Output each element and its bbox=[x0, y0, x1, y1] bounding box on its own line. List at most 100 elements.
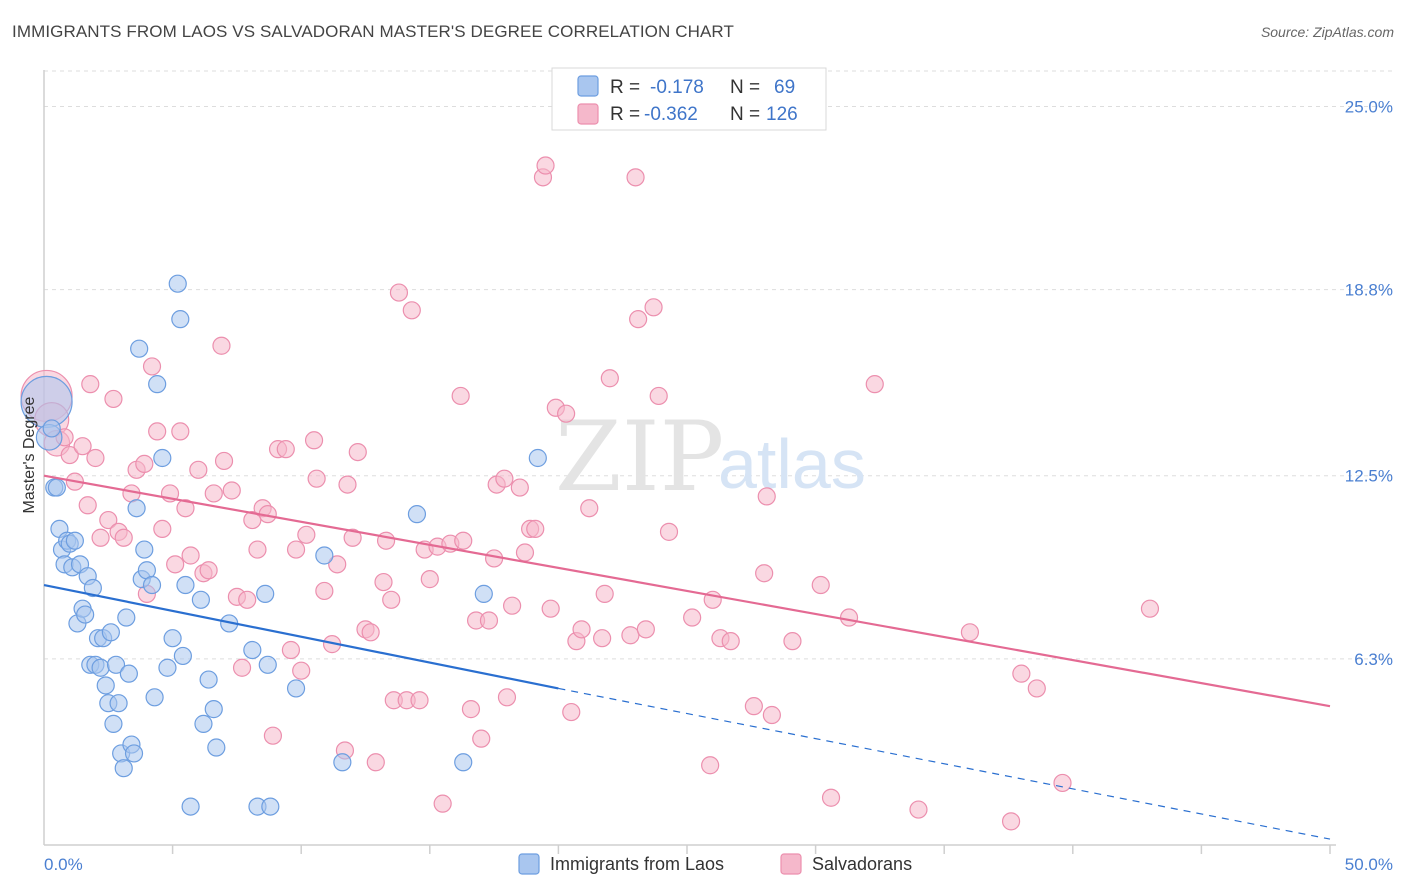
salvadoran-point bbox=[562, 702, 581, 722]
laos-point bbox=[91, 658, 110, 677]
salvadoran-point bbox=[204, 484, 223, 503]
salvadoran-point bbox=[580, 499, 599, 518]
salvadoran-point bbox=[142, 357, 162, 376]
laos-point bbox=[207, 738, 226, 757]
salvadoran-point bbox=[148, 422, 167, 441]
laos-point bbox=[204, 700, 223, 719]
salvadoran-point bbox=[1027, 679, 1046, 698]
x-ticks bbox=[171, 845, 1331, 854]
salvadoran-point bbox=[420, 570, 439, 589]
laos-point bbox=[173, 646, 192, 666]
salvadoran-point bbox=[557, 404, 576, 423]
watermark: ZIP atlas bbox=[555, 401, 866, 513]
laos-point bbox=[106, 655, 126, 674]
laos-point bbox=[109, 694, 128, 713]
salvadoran-point bbox=[281, 640, 301, 660]
watermark-zip: ZIP bbox=[555, 401, 724, 513]
salvadoran-point bbox=[176, 499, 195, 518]
salvadoran-point bbox=[865, 375, 884, 394]
bottom-legend: Immigrants from Laos Salvadorans bbox=[518, 853, 912, 875]
bottom-legend-swatch-laos bbox=[518, 853, 540, 875]
laos-point bbox=[124, 744, 144, 763]
laos-point bbox=[454, 753, 473, 772]
legend-swatch-laos bbox=[577, 75, 599, 97]
laos-point bbox=[142, 575, 162, 595]
laos-point bbox=[158, 658, 177, 677]
salvadoran-point bbox=[238, 590, 257, 609]
salvadoran-point bbox=[212, 336, 231, 355]
salvadoran-point bbox=[839, 608, 859, 627]
salvadoran-point bbox=[78, 496, 97, 515]
legend-n-label-2: N = bbox=[730, 104, 760, 125]
x-tick-label-min: 0.0% bbox=[44, 855, 83, 874]
salvadoran-point bbox=[166, 555, 185, 574]
laos-trend-line-extension bbox=[558, 687, 1331, 840]
salvadoran-point bbox=[503, 596, 522, 615]
laos-point bbox=[315, 546, 334, 565]
salvadoran-point bbox=[382, 590, 401, 609]
salvadoran-point bbox=[214, 451, 234, 471]
salvadoran-point bbox=[292, 661, 311, 680]
salvadoran-point bbox=[593, 629, 612, 648]
salvadoran-point bbox=[171, 422, 190, 441]
legend-r-label-1: R = bbox=[610, 77, 640, 98]
laos-point bbox=[135, 540, 154, 559]
laos-points bbox=[20, 274, 547, 816]
salvadoran-point bbox=[515, 543, 535, 562]
salvadoran-point bbox=[461, 700, 481, 719]
salvadoran-point bbox=[909, 800, 928, 819]
salvadoran-point bbox=[595, 584, 614, 603]
salvadoran-point bbox=[1140, 599, 1160, 618]
salvadoran-point bbox=[721, 632, 740, 651]
salvadoran-point bbox=[315, 581, 334, 601]
trend-lines bbox=[43, 474, 1331, 840]
salvadoran-point bbox=[60, 445, 79, 465]
salvadoran-point bbox=[276, 440, 295, 459]
salvadoran-point bbox=[659, 522, 679, 541]
salvadoran-point bbox=[389, 283, 409, 302]
salvadoran-point bbox=[104, 389, 123, 409]
bottom-legend-salvadorans: Salvadorans bbox=[812, 854, 912, 874]
chart-title: IMMIGRANTS FROM LAOS VS SALVADORAN MASTE… bbox=[12, 22, 734, 41]
salvadoran-point bbox=[600, 369, 619, 388]
legend-n-value-1: 69 bbox=[774, 77, 795, 98]
laos-point bbox=[153, 448, 172, 468]
salvadoran-point bbox=[376, 531, 396, 550]
salvadoran-point bbox=[472, 729, 491, 748]
laos-point bbox=[333, 753, 352, 772]
salvadorans-trend-line bbox=[43, 474, 1331, 708]
laos-point bbox=[148, 375, 167, 394]
salvadoran-point bbox=[526, 519, 545, 539]
laos-point bbox=[101, 623, 120, 642]
salvadoran-point bbox=[263, 726, 283, 745]
legend-r-value-2: -0.362 bbox=[644, 104, 698, 125]
salvadoran-point bbox=[348, 442, 367, 462]
salvadoran-point bbox=[410, 691, 429, 710]
laos-point bbox=[65, 531, 84, 550]
laos-point bbox=[117, 608, 136, 627]
salvadoran-point bbox=[374, 572, 393, 592]
y-tick-labels: 6.3% 12.5% 18.8% 25.0% bbox=[1345, 97, 1393, 668]
salvadoran-point bbox=[402, 301, 421, 320]
laos-trend-line bbox=[43, 583, 559, 690]
legend-swatch-salvadorans bbox=[577, 103, 599, 125]
salvadoran-point bbox=[286, 540, 306, 559]
salvadoran-point bbox=[361, 623, 380, 642]
laos-point bbox=[96, 676, 115, 695]
salvadoran-point bbox=[343, 528, 362, 547]
x-tick-label-max: 50.0% bbox=[1345, 855, 1393, 874]
salvadoran-point bbox=[497, 688, 517, 707]
salvadoran-point bbox=[701, 756, 720, 775]
legend-box: R = -0.178 N = 69 R = -0.362 N = 126 bbox=[551, 67, 827, 131]
laos-point bbox=[286, 679, 306, 698]
legend-n-value-2: 126 bbox=[766, 104, 798, 125]
salvadoran-point bbox=[91, 528, 110, 547]
salvadoran-point bbox=[649, 386, 668, 406]
salvadoran-point bbox=[536, 156, 555, 175]
y-tick-label: 12.5% bbox=[1345, 467, 1393, 486]
salvadoran-point bbox=[153, 519, 172, 539]
salvadoran-point bbox=[762, 705, 781, 725]
salvadoran-point bbox=[1012, 664, 1031, 683]
salvadoran-point bbox=[757, 487, 776, 506]
salvadoran-point bbox=[81, 375, 100, 394]
